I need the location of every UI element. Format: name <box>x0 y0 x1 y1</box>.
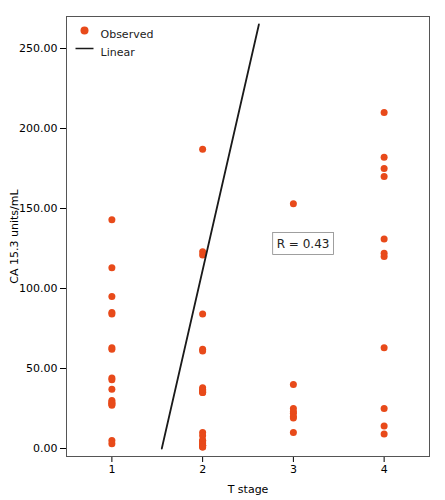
svg-text:T stage: T stage <box>227 483 269 496</box>
svg-text:50.00: 50.00 <box>26 362 58 375</box>
svg-text:3: 3 <box>290 463 297 476</box>
svg-text:Linear: Linear <box>101 46 136 59</box>
svg-text:250.00: 250.00 <box>19 42 58 55</box>
svg-text:4: 4 <box>381 463 388 476</box>
svg-text:1: 1 <box>108 463 115 476</box>
svg-text:2: 2 <box>199 463 206 476</box>
svg-text:CA 15.3 units/mL: CA 15.3 units/mL <box>8 188 21 283</box>
svg-text:0.00: 0.00 <box>33 442 58 455</box>
svg-text:R = 0.43: R = 0.43 <box>277 237 330 251</box>
svg-text:150.00: 150.00 <box>19 202 58 215</box>
svg-text:100.00: 100.00 <box>19 282 58 295</box>
svg-text:Observed: Observed <box>101 28 154 41</box>
svg-text:200.00: 200.00 <box>19 122 58 135</box>
